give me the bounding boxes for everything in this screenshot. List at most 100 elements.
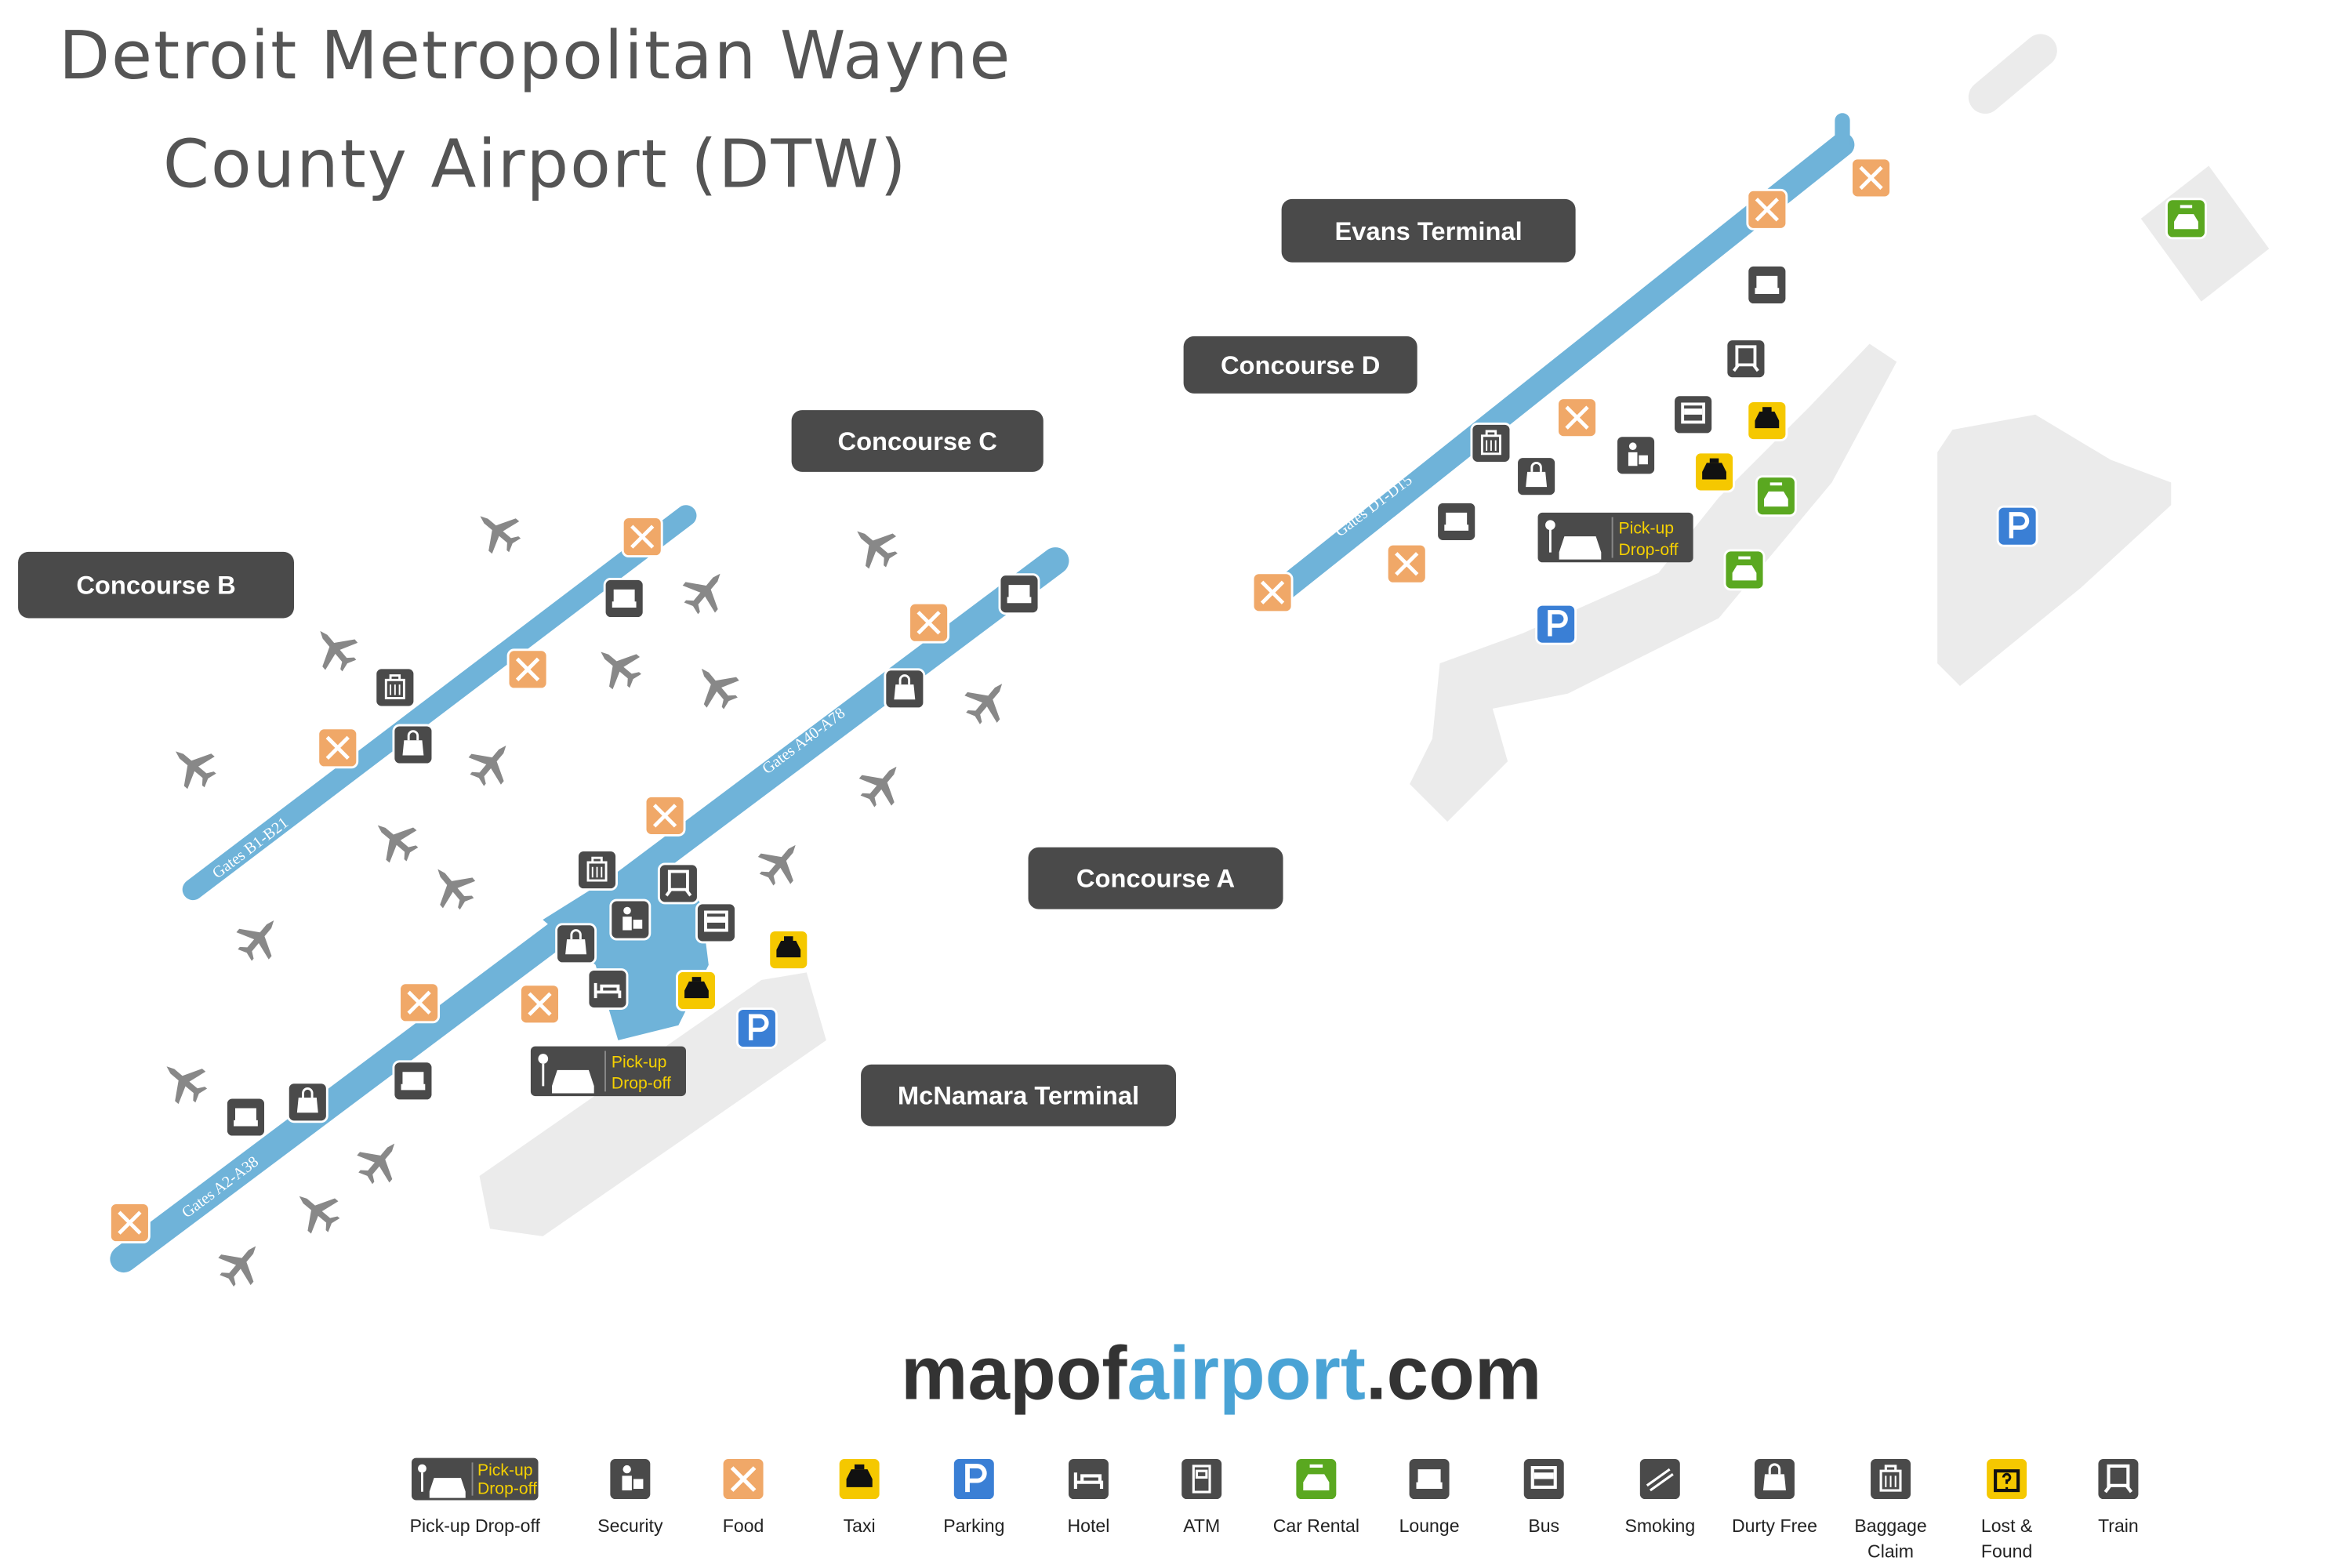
glyph <box>776 941 801 958</box>
pickup-sign: Pick-up Drop-off <box>530 1046 686 1097</box>
lounge-icon <box>225 1096 267 1138</box>
glyph <box>1684 408 1703 415</box>
airplane <box>964 684 1003 724</box>
glyph <box>730 1466 757 1492</box>
bus-icon <box>1521 1457 1566 1501</box>
glyph <box>1007 585 1032 604</box>
icon-glyph <box>296 1087 318 1113</box>
legend-label: Found <box>1981 1541 2032 1562</box>
icon-glyph <box>1444 512 1469 531</box>
airplane <box>682 573 720 615</box>
glyph <box>1733 345 1759 372</box>
taxi-icon <box>1746 400 1788 441</box>
area-label: Evans Terminal <box>1335 216 1523 245</box>
pickup-text: Pick-up <box>477 1461 533 1479</box>
brand-part: mapof <box>901 1332 1127 1416</box>
food-icon <box>1251 572 1294 614</box>
title-line: Detroit Metropolitan Wayne <box>59 16 1011 94</box>
baggage-icon <box>374 666 416 709</box>
glyph <box>2174 214 2198 230</box>
glyph <box>1303 1474 1330 1491</box>
icon-glyph <box>1755 198 1780 222</box>
glyph <box>898 674 911 685</box>
airplane <box>601 652 641 690</box>
taxi-icon <box>676 970 717 1011</box>
food-icon <box>317 727 359 769</box>
icon-glyph <box>402 730 424 756</box>
glyph <box>894 684 916 700</box>
icon-glyph <box>1192 1465 1211 1494</box>
lounge-icon <box>603 578 645 619</box>
glyph <box>622 916 643 931</box>
food-icon <box>108 1202 151 1244</box>
glyph <box>1762 407 1772 412</box>
glyph <box>749 1014 769 1040</box>
icon-glyph <box>1565 405 1589 430</box>
glyph <box>1646 1468 1674 1492</box>
area-label-bg <box>791 410 1044 472</box>
legend-label: Food <box>723 1515 764 1536</box>
pickup-text: Pick-up <box>612 1053 667 1071</box>
glyph <box>1444 512 1469 531</box>
glyph <box>1762 1474 1786 1491</box>
pickup-sign: Pick-up Drop-off <box>1537 512 1693 563</box>
icon-glyph <box>749 1014 769 1040</box>
icon-glyph <box>593 982 622 999</box>
icon-bg <box>586 968 629 1010</box>
security-icon <box>609 898 652 941</box>
glyph <box>965 1464 987 1493</box>
icon-glyph <box>407 990 431 1015</box>
lounge-icon <box>1436 500 1478 543</box>
airplane <box>437 869 476 910</box>
lounge-icon <box>1746 264 1788 306</box>
food-icon <box>519 983 561 1025</box>
icon-glyph <box>528 992 552 1016</box>
glyph <box>1486 440 1497 451</box>
parking-structure <box>1937 414 2172 686</box>
icon-glyph <box>622 906 643 931</box>
airplane <box>176 751 216 789</box>
glyph <box>1530 1465 1557 1489</box>
duty-icon <box>286 1081 328 1123</box>
legend-item: Lounge <box>1399 1457 1460 1536</box>
parking-icon <box>1996 505 2038 547</box>
airplane <box>357 1143 395 1185</box>
food-icon <box>1746 188 1788 230</box>
legend-item: Parking <box>943 1457 1004 1536</box>
baggage-icon <box>1868 1457 1913 1501</box>
glyph <box>2009 512 2030 539</box>
icon-glyph <box>586 856 608 882</box>
icon-glyph <box>846 1464 873 1487</box>
glyph <box>296 1098 318 1113</box>
icon-glyph <box>612 589 637 608</box>
icon-glyph <box>894 674 916 700</box>
concourse-bc <box>182 505 697 901</box>
glyph <box>2002 1472 2012 1489</box>
map-layer: Pick-up Drop-off Pick-up Drop-off Gates B1-B… <box>18 157 2207 1287</box>
icon-glyph <box>776 936 801 958</box>
glyph <box>1628 442 1637 451</box>
area-label: McNamara Terminal <box>898 1081 1139 1110</box>
glyph <box>1859 165 1883 191</box>
icon-bg <box>2096 1457 2141 1501</box>
car-icon <box>1755 475 1797 517</box>
taxi-icon <box>768 929 810 971</box>
parking-icon <box>1535 603 1577 645</box>
glyph <box>1755 198 1780 222</box>
icon-glyph <box>1733 345 1759 372</box>
icon-glyph <box>916 611 941 635</box>
car-icon <box>1294 1457 1339 1501</box>
duty-icon <box>392 724 434 766</box>
icon-glyph <box>2174 205 2198 230</box>
glyph <box>407 730 419 741</box>
icon-glyph <box>118 1210 142 1235</box>
legend-item: ATM <box>1179 1457 1225 1536</box>
smoking-icon <box>1637 1457 1682 1501</box>
glyph <box>684 981 709 999</box>
area-label: Concourse B <box>76 571 235 600</box>
icon-bg <box>1066 1457 1111 1501</box>
icon-glyph <box>1755 275 1780 294</box>
glyph <box>665 869 692 897</box>
